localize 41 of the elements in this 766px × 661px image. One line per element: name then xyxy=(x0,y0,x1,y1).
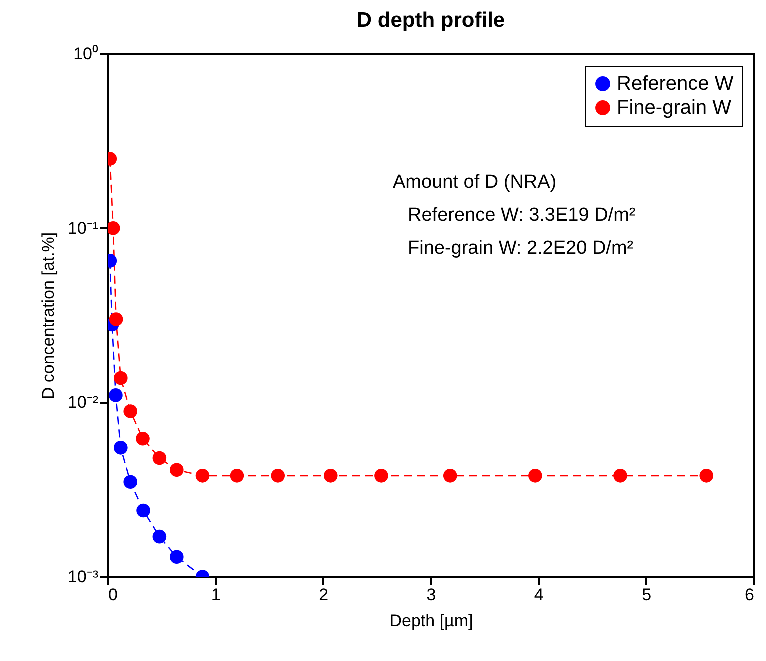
point xyxy=(374,469,388,483)
x-tick-label: 0 xyxy=(108,586,118,604)
point xyxy=(271,469,286,483)
point xyxy=(114,441,128,455)
x-tick-label: 3 xyxy=(426,586,436,604)
point xyxy=(528,469,542,483)
point xyxy=(109,388,123,402)
point xyxy=(114,371,128,386)
annotation: Reference W: 3.3E19 D/m² xyxy=(408,205,636,226)
point xyxy=(443,469,458,483)
point xyxy=(109,312,124,326)
point xyxy=(108,221,120,236)
point xyxy=(324,469,338,483)
point xyxy=(136,504,150,518)
y-tick-label: 10⁻³ xyxy=(68,568,99,586)
y-tick-label: 10⁻² xyxy=(68,393,99,412)
y-axis-title: D concentration [at.%] xyxy=(38,232,58,400)
point xyxy=(136,432,150,446)
legend-label: Reference W xyxy=(617,73,734,95)
annotation: Fine-grain W: 2.2E20 D/m² xyxy=(408,238,634,259)
chart-title: D depth profile xyxy=(356,9,506,32)
point xyxy=(124,475,138,490)
annotation: Amount of D (NRA) xyxy=(393,172,557,193)
x-tick-label: 5 xyxy=(642,586,652,604)
point xyxy=(700,469,714,483)
x-tick-label: 6 xyxy=(745,586,754,604)
point xyxy=(196,469,210,483)
point xyxy=(614,469,628,483)
y-tick-label: 10⁰ xyxy=(74,44,98,64)
point xyxy=(170,463,184,478)
point xyxy=(124,404,138,418)
point xyxy=(152,530,167,544)
point xyxy=(230,469,244,483)
x-tick-label: 2 xyxy=(319,586,329,604)
legend-label: Fine-grain W xyxy=(617,97,732,119)
y-tick-label: 10⁻¹ xyxy=(68,218,99,238)
point xyxy=(152,451,167,466)
x-tick-label: 4 xyxy=(534,586,544,604)
x-tick-label: 1 xyxy=(211,586,221,604)
x-axis-title: Depth [µm] xyxy=(390,612,474,630)
point xyxy=(170,550,184,564)
